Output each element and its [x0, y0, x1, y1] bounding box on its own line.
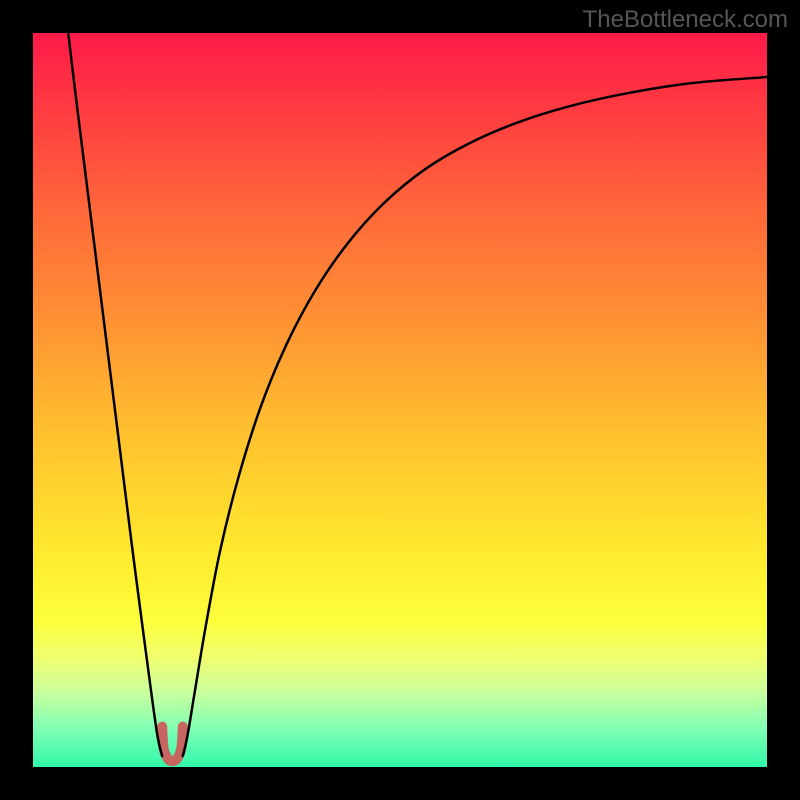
valley-marker — [162, 727, 183, 762]
plot-area — [33, 33, 767, 767]
watermark-text: TheBottleneck.com — [583, 6, 788, 34]
curve-left-branch — [68, 33, 162, 756]
chart-svg — [33, 33, 767, 767]
chart-container: TheBottleneck.com — [0, 0, 800, 800]
curve-right-branch — [183, 77, 767, 756]
